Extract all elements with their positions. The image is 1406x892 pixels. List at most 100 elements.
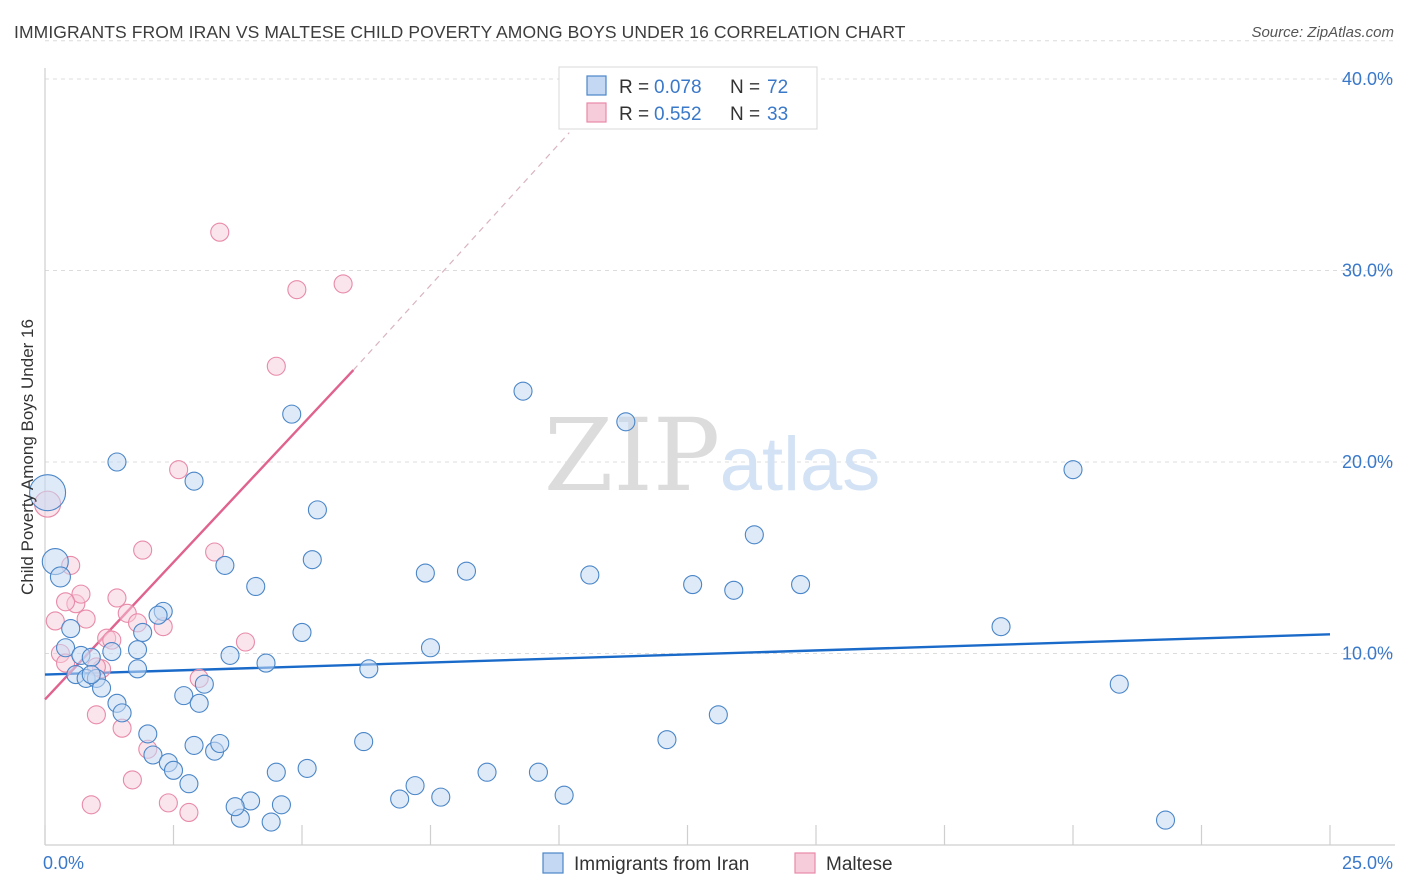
iran-point-67 [107,452,127,472]
iran-point-51 [477,762,497,782]
iran-point-60 [724,580,744,600]
maltese-point-31 [56,592,76,612]
iran-point-35 [261,812,281,832]
maltese-point-23 [179,802,199,822]
maltese-point-7 [76,609,96,629]
legend-swatch-pink [586,102,607,123]
iran-point-70 [81,665,101,685]
maltese-point-30 [333,274,353,294]
chart-title: IMMIGRANTS FROM IRAN VS MALTESE CHILD PO… [14,22,906,42]
iran-point-50 [456,561,477,581]
iran-point-4 [61,619,81,639]
iran-point-17 [143,745,163,765]
iran-point-41 [302,550,322,570]
iran-point-10 [91,678,112,698]
iran-point-16 [138,724,158,744]
iran-point-3 [56,638,76,658]
legend-n-value-2: 33 [767,104,788,125]
bottom-legend-swatch-blue [542,852,564,874]
iran-point-22 [179,774,199,794]
iran-point-63 [991,617,1011,637]
maltese-point-16 [122,770,142,790]
iran-point-45 [390,789,410,809]
iran-point-42 [307,500,327,520]
iran-point-53 [528,762,548,782]
maltese-point-25 [205,542,225,562]
maltese-point-29 [287,280,307,300]
iran-point-44 [359,659,379,679]
iran-point-59 [708,705,728,725]
y-tick-label-3: 40.0% [1342,69,1393,89]
iran-point-14 [127,659,148,679]
iran-point-2 [49,566,71,588]
iran-point-21 [163,760,184,780]
source-credit: Source: ZipAtlas.com [1251,24,1394,41]
iran-point-24 [184,735,204,755]
legend-n-label-2: N = [730,104,760,125]
iran-point-66 [1155,810,1176,830]
iran-point-43 [354,732,374,752]
bottom-legend-label-iran: Immigrants from Iran [574,854,749,875]
iran-point-36 [266,762,286,782]
iran-point-61 [744,525,764,545]
maltese-point-8 [81,795,101,815]
maltese-point-9 [86,705,106,725]
iran-point-27 [210,733,230,754]
y-tick-label-0: 10.0% [1342,644,1393,664]
iran-point-54 [554,785,574,805]
iran-point-0 [29,474,67,512]
y-tick-label-1: 20.0% [1342,452,1393,472]
iran-point-65 [1109,674,1129,694]
maltese-point-22 [169,460,189,480]
iran-point-29 [220,645,240,665]
legend-r-value-1: 0.078 [654,77,702,98]
iran-point-47 [415,563,435,583]
iran-point-15 [133,622,153,642]
iran-point-48 [420,638,441,658]
iran-point-34 [256,653,276,673]
maltese-points [34,222,353,822]
maltese-point-13 [107,588,127,608]
iran-point-40 [297,758,317,778]
iran-point-8 [81,647,101,667]
iran-points [29,381,1176,832]
iran-point-23 [174,686,194,706]
maltese-point-21 [158,793,178,813]
legend-swatch-blue [586,75,607,96]
iran-point-68 [184,471,204,491]
maltese-point-26 [210,222,230,242]
legend-n-label-1: N = [730,77,760,98]
trend-extension-maltese [352,132,570,371]
iran-point-38 [282,404,302,424]
iran-point-71 [148,605,168,625]
trend-line-maltese [44,369,355,701]
iran-point-25 [189,693,209,713]
series-legend: Immigrants from Iran Maltese [542,852,893,875]
iran-point-62 [791,575,811,595]
iran-point-18 [127,640,148,660]
x-tick-label-0: 0.0% [43,853,84,873]
grid [45,40,1395,654]
watermark-atlas: atlas [720,422,881,507]
iran-point-56 [616,412,636,432]
maltese-point-1 [45,611,65,631]
bottom-legend-label-maltese: Maltese [826,854,893,875]
maltese-point-27 [235,632,256,652]
iran-point-49 [431,787,451,807]
iran-point-30 [194,674,214,694]
iran-point-13 [112,703,132,723]
maltese-point-18 [133,540,153,560]
x-tick-label-1: 25.0% [1342,853,1393,873]
legend-r-value-2: 0.552 [654,104,702,125]
iran-point-33 [246,576,266,597]
maltese-point-6 [71,584,91,604]
iran-point-28 [215,555,235,575]
iran-point-39 [292,622,312,642]
axes [44,68,1395,846]
y-axis-label: Child Poverty Among Boys Under 16 [18,319,37,595]
iran-point-11 [102,642,122,662]
maltese-point-28 [266,356,286,376]
iran-point-37 [271,795,291,815]
tick-labels: 10.0% 20.0% 30.0% 40.0% 0.0% 25.0% [43,69,1393,873]
